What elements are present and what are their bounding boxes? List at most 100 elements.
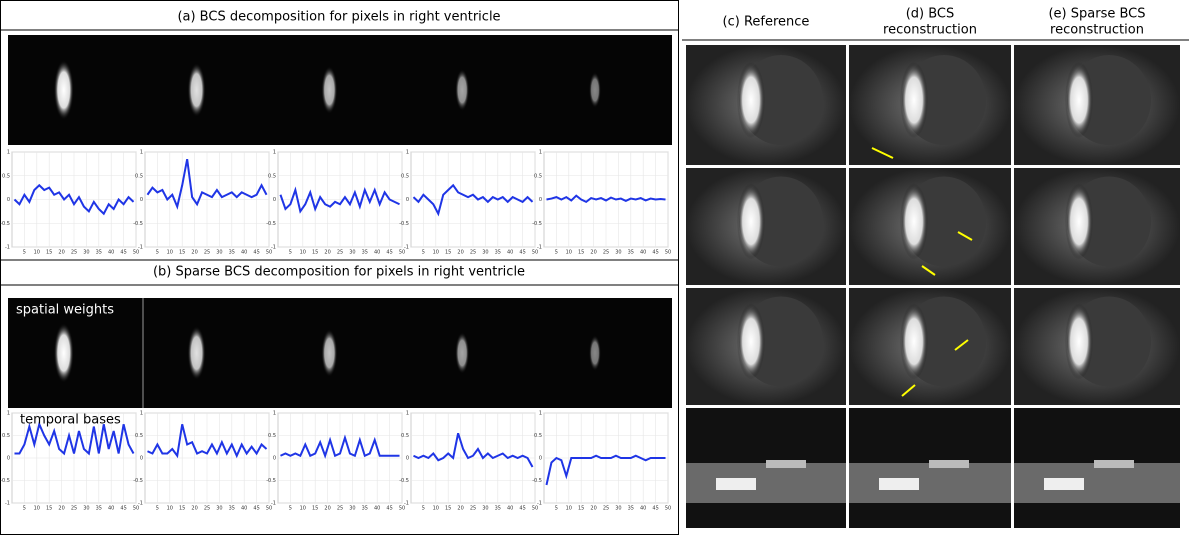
y-tick-label: 0.5 [135, 173, 143, 179]
y-tick-label: -0.5 [399, 478, 409, 484]
band [929, 460, 969, 468]
heart-blob [588, 335, 601, 371]
x-tick-label: 10 [167, 250, 173, 256]
x-tick-label: 20 [58, 250, 64, 256]
y-tick-label: -1 [138, 501, 143, 507]
x-tick-label: 5 [156, 506, 159, 512]
y-tick-label: -0.5 [133, 221, 143, 227]
x-tick-label: 25 [204, 250, 210, 256]
y-tick-label: 0.5 [2, 173, 10, 179]
x-tick-label: 15 [578, 250, 584, 256]
arrow [871, 147, 894, 159]
y-tick-label: -0.5 [266, 478, 276, 484]
line [14, 421, 135, 456]
y-tick-label: 0.5 [534, 433, 542, 439]
header: (c) Reference [723, 15, 810, 30]
y-tick-label: 0 [140, 197, 143, 203]
heart-blob [455, 332, 470, 374]
x-tick-label: 35 [229, 506, 235, 512]
x-tick-label: 5 [555, 250, 558, 256]
x-tick-label: 45 [519, 506, 525, 512]
heart-blob [1065, 303, 1093, 380]
x-tick-label: 40 [241, 506, 247, 512]
x-tick-label: 50 [399, 506, 405, 512]
y-tick-label: -1 [404, 501, 409, 507]
heart-blob [53, 323, 74, 383]
x-tick-label: 50 [399, 250, 405, 256]
heart-blob [900, 62, 928, 138]
x-tick-label: 30 [216, 506, 222, 512]
line [545, 454, 666, 486]
y-tick-label: -1 [404, 245, 409, 251]
x-tick-label: 15 [578, 506, 584, 512]
image-strip [8, 35, 672, 145]
y-tick-label: 1 [140, 411, 143, 417]
x-tick-label: 50 [266, 506, 272, 512]
x-tick-label: 10 [34, 506, 40, 512]
x-tick-label: 15 [46, 250, 52, 256]
x-tick-label: 25 [71, 250, 77, 256]
y-tick-label: 0 [539, 197, 542, 203]
heart-blob [900, 183, 928, 260]
x-tick-label: 45 [120, 250, 126, 256]
x-tick-label: 50 [133, 250, 139, 256]
x-tick-label: 50 [133, 506, 139, 512]
y-tick-label: -0.5 [0, 221, 10, 227]
y-tick-label: 0.5 [135, 433, 143, 439]
heart-blob [455, 69, 470, 111]
x-tick-label: 50 [532, 250, 538, 256]
x-tick-label: 35 [495, 506, 501, 512]
y-tick-label: 1 [273, 150, 276, 156]
x-tick-label: 25 [71, 506, 77, 512]
header: reconstruction [883, 23, 977, 38]
x-tick-label: 35 [229, 250, 235, 256]
y-tick-label: 0 [7, 197, 10, 203]
y-tick-label: -1 [5, 245, 10, 251]
x-tick-label: 5 [156, 250, 159, 256]
x-tick-label: 40 [241, 250, 247, 256]
x-tick-label: 15 [445, 250, 451, 256]
x-tick-label: 45 [386, 506, 392, 512]
x-tick-label: 20 [590, 506, 596, 512]
heart-blob [737, 62, 765, 138]
heart-blob [187, 63, 206, 117]
x-tick-label: 30 [482, 506, 488, 512]
x-tick-label: 50 [532, 506, 538, 512]
y-tick-label: -1 [271, 501, 276, 507]
x-tick-label: 25 [204, 506, 210, 512]
heart-blob [900, 303, 928, 380]
x-tick-label: 40 [640, 506, 646, 512]
band [1014, 463, 1180, 503]
y-tick-label: 0.5 [2, 433, 10, 439]
y-tick-label: -1 [5, 501, 10, 507]
y-tick-label: 1 [273, 411, 276, 417]
x-tick-label: 30 [83, 250, 89, 256]
x-tick-label: 5 [555, 506, 558, 512]
y-tick-label: 0.5 [268, 173, 276, 179]
y-tick-label: 0 [273, 456, 276, 462]
x-tick-label: 20 [191, 506, 197, 512]
x-tick-label: 40 [640, 250, 646, 256]
x-tick-label: 25 [470, 250, 476, 256]
x-tick-label: 30 [349, 506, 355, 512]
x-tick-label: 15 [179, 250, 185, 256]
x-tick-label: 5 [422, 250, 425, 256]
line [146, 158, 268, 210]
line [412, 183, 534, 217]
x-tick-label: 15 [312, 250, 318, 256]
x-tick-label: 45 [519, 250, 525, 256]
y-tick-label: 0.5 [268, 433, 276, 439]
line [280, 434, 400, 459]
band [879, 478, 919, 490]
x-tick-label: 35 [628, 250, 634, 256]
x-tick-label: 5 [23, 506, 26, 512]
x-tick-label: 40 [507, 506, 513, 512]
spatial-label: spatial weights [16, 303, 114, 318]
line [13, 183, 135, 216]
x-tick-label: 10 [433, 506, 439, 512]
x-tick-label: 40 [108, 506, 114, 512]
x-tick-label: 15 [179, 506, 185, 512]
x-tick-label: 10 [566, 506, 572, 512]
y-tick-label: 0 [273, 197, 276, 203]
x-tick-label: 20 [457, 250, 463, 256]
